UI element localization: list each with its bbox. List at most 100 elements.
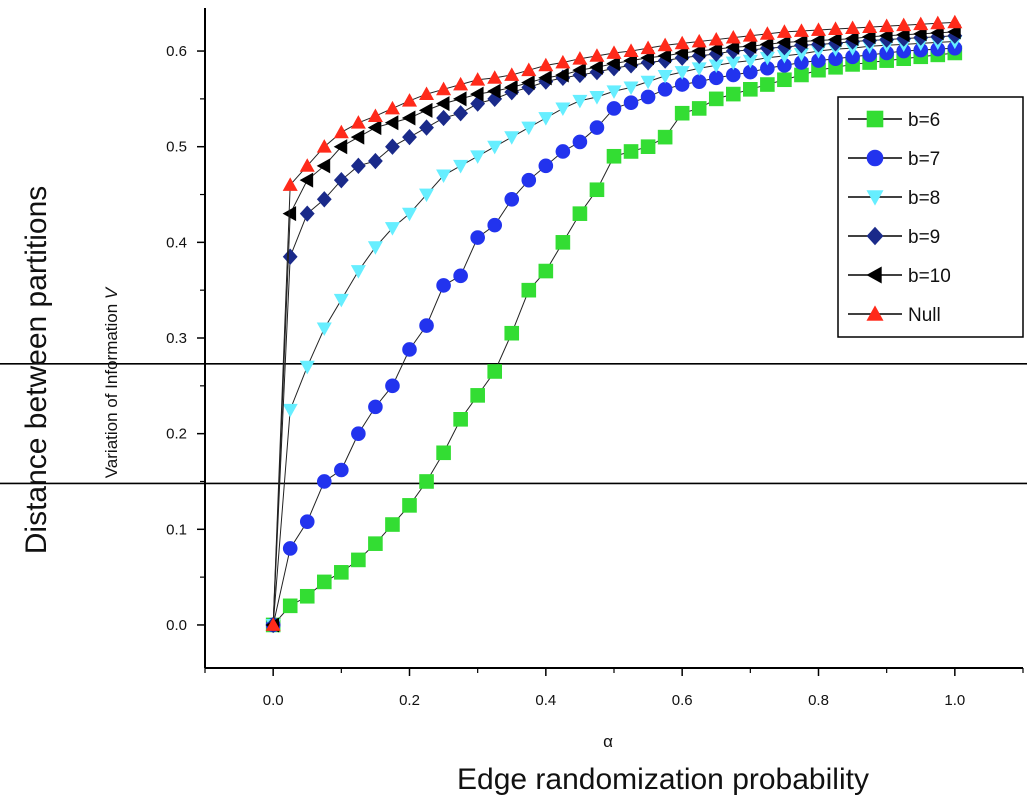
data-point [572, 134, 588, 150]
data-point [947, 14, 963, 29]
data-point [282, 248, 298, 265]
data-point [436, 278, 451, 293]
data-point [606, 55, 620, 71]
data-point [606, 148, 622, 164]
data-point [334, 565, 349, 580]
data-point [487, 83, 501, 99]
data-point [401, 93, 418, 107]
data-point [436, 109, 451, 127]
data-point [504, 131, 520, 145]
data-point [657, 70, 673, 84]
y-axis-symbol: V [102, 286, 121, 299]
data-point [913, 26, 927, 42]
legend-label: b=10 [908, 266, 951, 287]
data-point [606, 85, 622, 99]
data-point [470, 150, 486, 164]
data-point [504, 79, 518, 95]
x-axis-label: α [603, 732, 613, 751]
data-point [947, 24, 961, 40]
data-point [572, 206, 588, 221]
data-point [793, 33, 808, 49]
data-point [725, 86, 741, 102]
data-point [435, 96, 450, 112]
data-point [623, 81, 639, 96]
data-point [606, 45, 622, 59]
data-point [436, 81, 452, 96]
legend-marker [866, 305, 884, 321]
data-point [657, 82, 673, 97]
data-point [487, 217, 503, 233]
data-point [708, 91, 724, 107]
data-point [913, 16, 929, 31]
data-point [674, 66, 690, 80]
data-point [384, 100, 400, 115]
data-point [810, 33, 825, 49]
data-point [487, 70, 503, 84]
data-point [350, 157, 366, 174]
data-point [504, 67, 520, 81]
legend-label: Null [908, 305, 941, 326]
data-point [930, 15, 946, 30]
x-tick-label: 0.8 [808, 692, 829, 709]
data-point [367, 241, 383, 255]
data-point [385, 378, 400, 394]
data-point [657, 37, 673, 52]
data-point [334, 462, 349, 478]
data-point [521, 282, 537, 298]
data-point [299, 158, 315, 172]
data-point [402, 498, 417, 513]
data-point [589, 120, 605, 135]
outer-x-axis-label: Edge randomization probability [457, 763, 869, 796]
data-point [828, 21, 844, 35]
data-point [350, 265, 366, 279]
data-point [419, 119, 434, 136]
data-point [538, 112, 554, 126]
legend-marker [866, 226, 884, 246]
data-point [351, 426, 366, 441]
data-point [521, 121, 537, 136]
data-point [589, 48, 605, 62]
data-point [385, 138, 400, 155]
data-point [333, 139, 348, 155]
data-point [384, 115, 399, 131]
data-point [725, 39, 740, 55]
data-point [436, 445, 451, 461]
data-point [827, 32, 842, 48]
data-point [385, 517, 400, 532]
reference-lines [0, 363, 1027, 485]
data-point [282, 598, 298, 614]
data-point [333, 172, 349, 189]
data-point [367, 120, 382, 136]
data-point [691, 43, 706, 59]
data-point [760, 77, 775, 92]
legend-label: b=7 [908, 149, 940, 170]
data-point [453, 159, 469, 174]
data-point [538, 158, 554, 174]
x-tick-label: 0.6 [672, 692, 693, 709]
data-point [299, 205, 315, 222]
y-axis-label: Variation of Information V [102, 286, 121, 478]
y-tick-label: 0.2 [166, 426, 187, 443]
data-point [419, 474, 434, 489]
data-point [879, 28, 893, 44]
y-tick-label: 0.0 [166, 617, 187, 634]
data-point [572, 51, 588, 65]
data-point [470, 86, 484, 102]
legend-label: b=9 [908, 227, 940, 248]
data-point [708, 31, 724, 46]
x-tick-label: 0.2 [399, 692, 420, 709]
data-point [504, 192, 520, 207]
legend-marker [866, 110, 884, 128]
data-point [742, 38, 757, 54]
y-tick-label: 0.1 [166, 521, 187, 538]
data-point [350, 115, 366, 129]
data-point [282, 541, 298, 556]
data-point [282, 403, 298, 418]
data-point [640, 89, 656, 105]
data-point [862, 19, 878, 34]
y-tick-label: 0.5 [166, 139, 187, 156]
data-point [350, 129, 365, 145]
legend-label: b=8 [908, 188, 940, 209]
data-point [401, 207, 418, 222]
data-point [453, 76, 469, 91]
